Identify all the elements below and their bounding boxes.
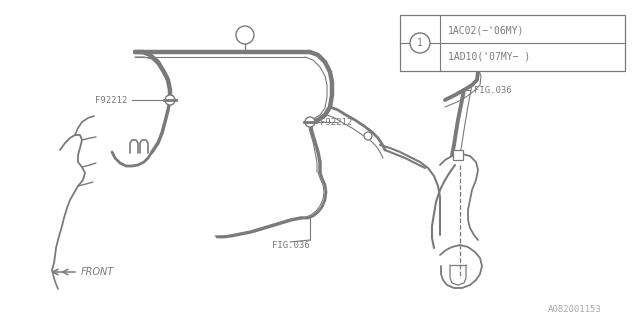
- Text: 1AD10('07MY− ): 1AD10('07MY− ): [448, 51, 531, 61]
- Text: 1AC02(−'06MY): 1AC02(−'06MY): [448, 25, 524, 35]
- Circle shape: [236, 26, 254, 44]
- Text: A082001153: A082001153: [548, 306, 602, 315]
- Text: 1: 1: [417, 38, 423, 48]
- Text: FIG.036: FIG.036: [272, 241, 310, 250]
- Text: F92212: F92212: [320, 117, 352, 126]
- Circle shape: [410, 33, 430, 53]
- Text: FIG.036: FIG.036: [474, 85, 511, 94]
- Circle shape: [165, 95, 175, 105]
- Text: F92212: F92212: [95, 95, 127, 105]
- Circle shape: [364, 132, 372, 140]
- Circle shape: [305, 117, 315, 127]
- Text: FRONT: FRONT: [81, 267, 115, 277]
- Bar: [453, 150, 463, 160]
- Text: 1: 1: [242, 30, 248, 40]
- Bar: [400, 15, 625, 71]
